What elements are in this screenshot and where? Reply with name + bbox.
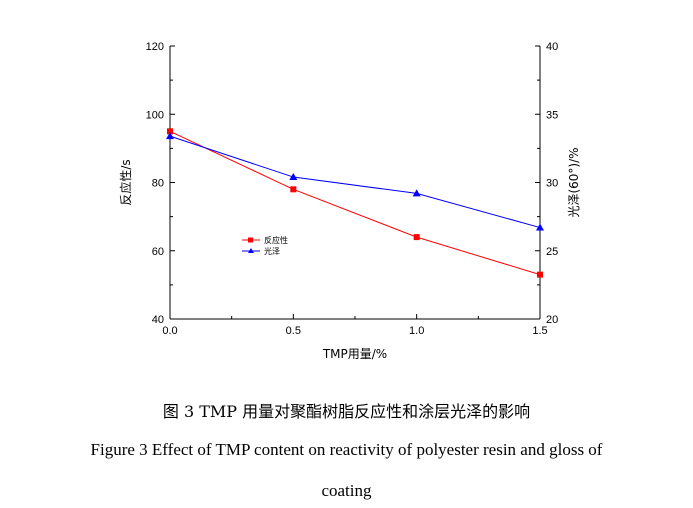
legend-gloss-marker [248, 248, 254, 253]
legend-gloss-label: 光泽 [264, 246, 280, 256]
caption-chinese: 图 3 TMP 用量对聚酯树脂反应性和涂层光泽的影响 [162, 402, 531, 421]
tick-marks [169, 45, 541, 320]
series-layer [166, 128, 544, 278]
gloss-data-point [536, 223, 544, 231]
reactivity-data-point [167, 128, 173, 135]
right-y-tick-label: 40 [546, 41, 558, 53]
left-y-tick-label: 100 [146, 109, 164, 121]
caption-english-line1: Figure 3 Effect of TMP content on reacti… [90, 440, 603, 459]
right-y-axis-label: 光泽(60°)/% [567, 147, 581, 217]
right-y-tick-label: 35 [546, 109, 558, 121]
left-y-axis-label: 反应性/s [118, 159, 133, 205]
gloss-data-point [289, 173, 298, 181]
right-y-tick-label: 20 [546, 314, 558, 326]
tick-labels: 0.0 0.5 1.0 1.5 40 60 80 100 120 20 25 30 35 40 [146, 41, 559, 337]
x-tick-label: 0.5 [286, 325, 301, 337]
legend-reactivity-marker [248, 237, 253, 243]
x-tick-label: 1.0 [409, 325, 424, 337]
right-y-tick-label: 25 [546, 246, 558, 258]
left-y-tick-label: 60 [152, 246, 164, 258]
gloss-series-line [169, 135, 541, 229]
reactivity-data-point [537, 271, 543, 278]
reactivity-data-point [290, 186, 297, 193]
x-tick-label: 1.5 [532, 325, 547, 337]
axes [169, 46, 541, 320]
left-y-tick-label: 80 [152, 178, 164, 190]
gloss-data-point [412, 189, 421, 197]
caption-english-line2: coating [321, 481, 372, 500]
x-axis-label: TMP用量/% [322, 347, 387, 361]
left-y-tick-label: 40 [152, 314, 164, 326]
x-tick-label: 0.0 [162, 325, 177, 337]
reactivity-data-point [413, 234, 420, 241]
left-y-tick-label: 120 [146, 41, 164, 53]
gloss-data-point [166, 132, 174, 140]
right-y-tick-label: 30 [546, 178, 558, 190]
reactivity-series-line [169, 130, 541, 276]
legend-reactivity-label: 反应性 [264, 235, 288, 245]
